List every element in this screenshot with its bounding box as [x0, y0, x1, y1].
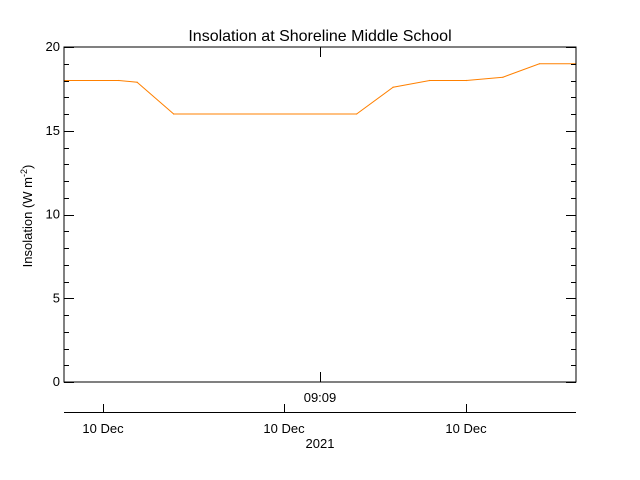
data-point: [392, 86, 394, 88]
data-point: [465, 79, 467, 82]
data-point: [429, 79, 431, 82]
y-axis-label-close: ): [20, 165, 35, 169]
data-point: [538, 63, 541, 65]
y-tick-label: 20: [46, 39, 60, 54]
data-point: [502, 76, 504, 78]
y-tick-label: 0: [53, 374, 60, 389]
x-upper-tick-label: 09:09: [304, 390, 337, 405]
x-lower-tick-label: 10 Dec: [82, 421, 124, 436]
data-point: [136, 81, 138, 83]
plot-frame: [63, 46, 577, 383]
x-lower-tick-label: 10 Dec: [445, 421, 487, 436]
insolation-series-line: [64, 63, 576, 115]
plot-area: [63, 63, 577, 115]
y-tick-label: 5: [53, 290, 60, 305]
y-tick-label: 10: [46, 207, 60, 222]
data-point: [356, 113, 358, 115]
chart-title: Insolation at Shoreline Middle School: [188, 28, 451, 45]
y-axis-label-exponent: -2: [19, 169, 29, 177]
y-tick-label: 15: [46, 123, 60, 138]
data-point: [118, 79, 120, 82]
y-axis-label: Insolation (W m-2): [19, 165, 35, 268]
x-year-label: 2021: [306, 436, 335, 451]
axes: 0 5 10 15 20 10 Dec 10 Dec 10 Dec: [46, 39, 577, 436]
y-axis-label-main: Insolation (W m: [20, 177, 35, 267]
x-lower-tick-label: 10 Dec: [263, 421, 305, 436]
svg-text:Insolation (W m-2): Insolation (W m-2): [19, 165, 35, 268]
data-point: [173, 113, 175, 115]
